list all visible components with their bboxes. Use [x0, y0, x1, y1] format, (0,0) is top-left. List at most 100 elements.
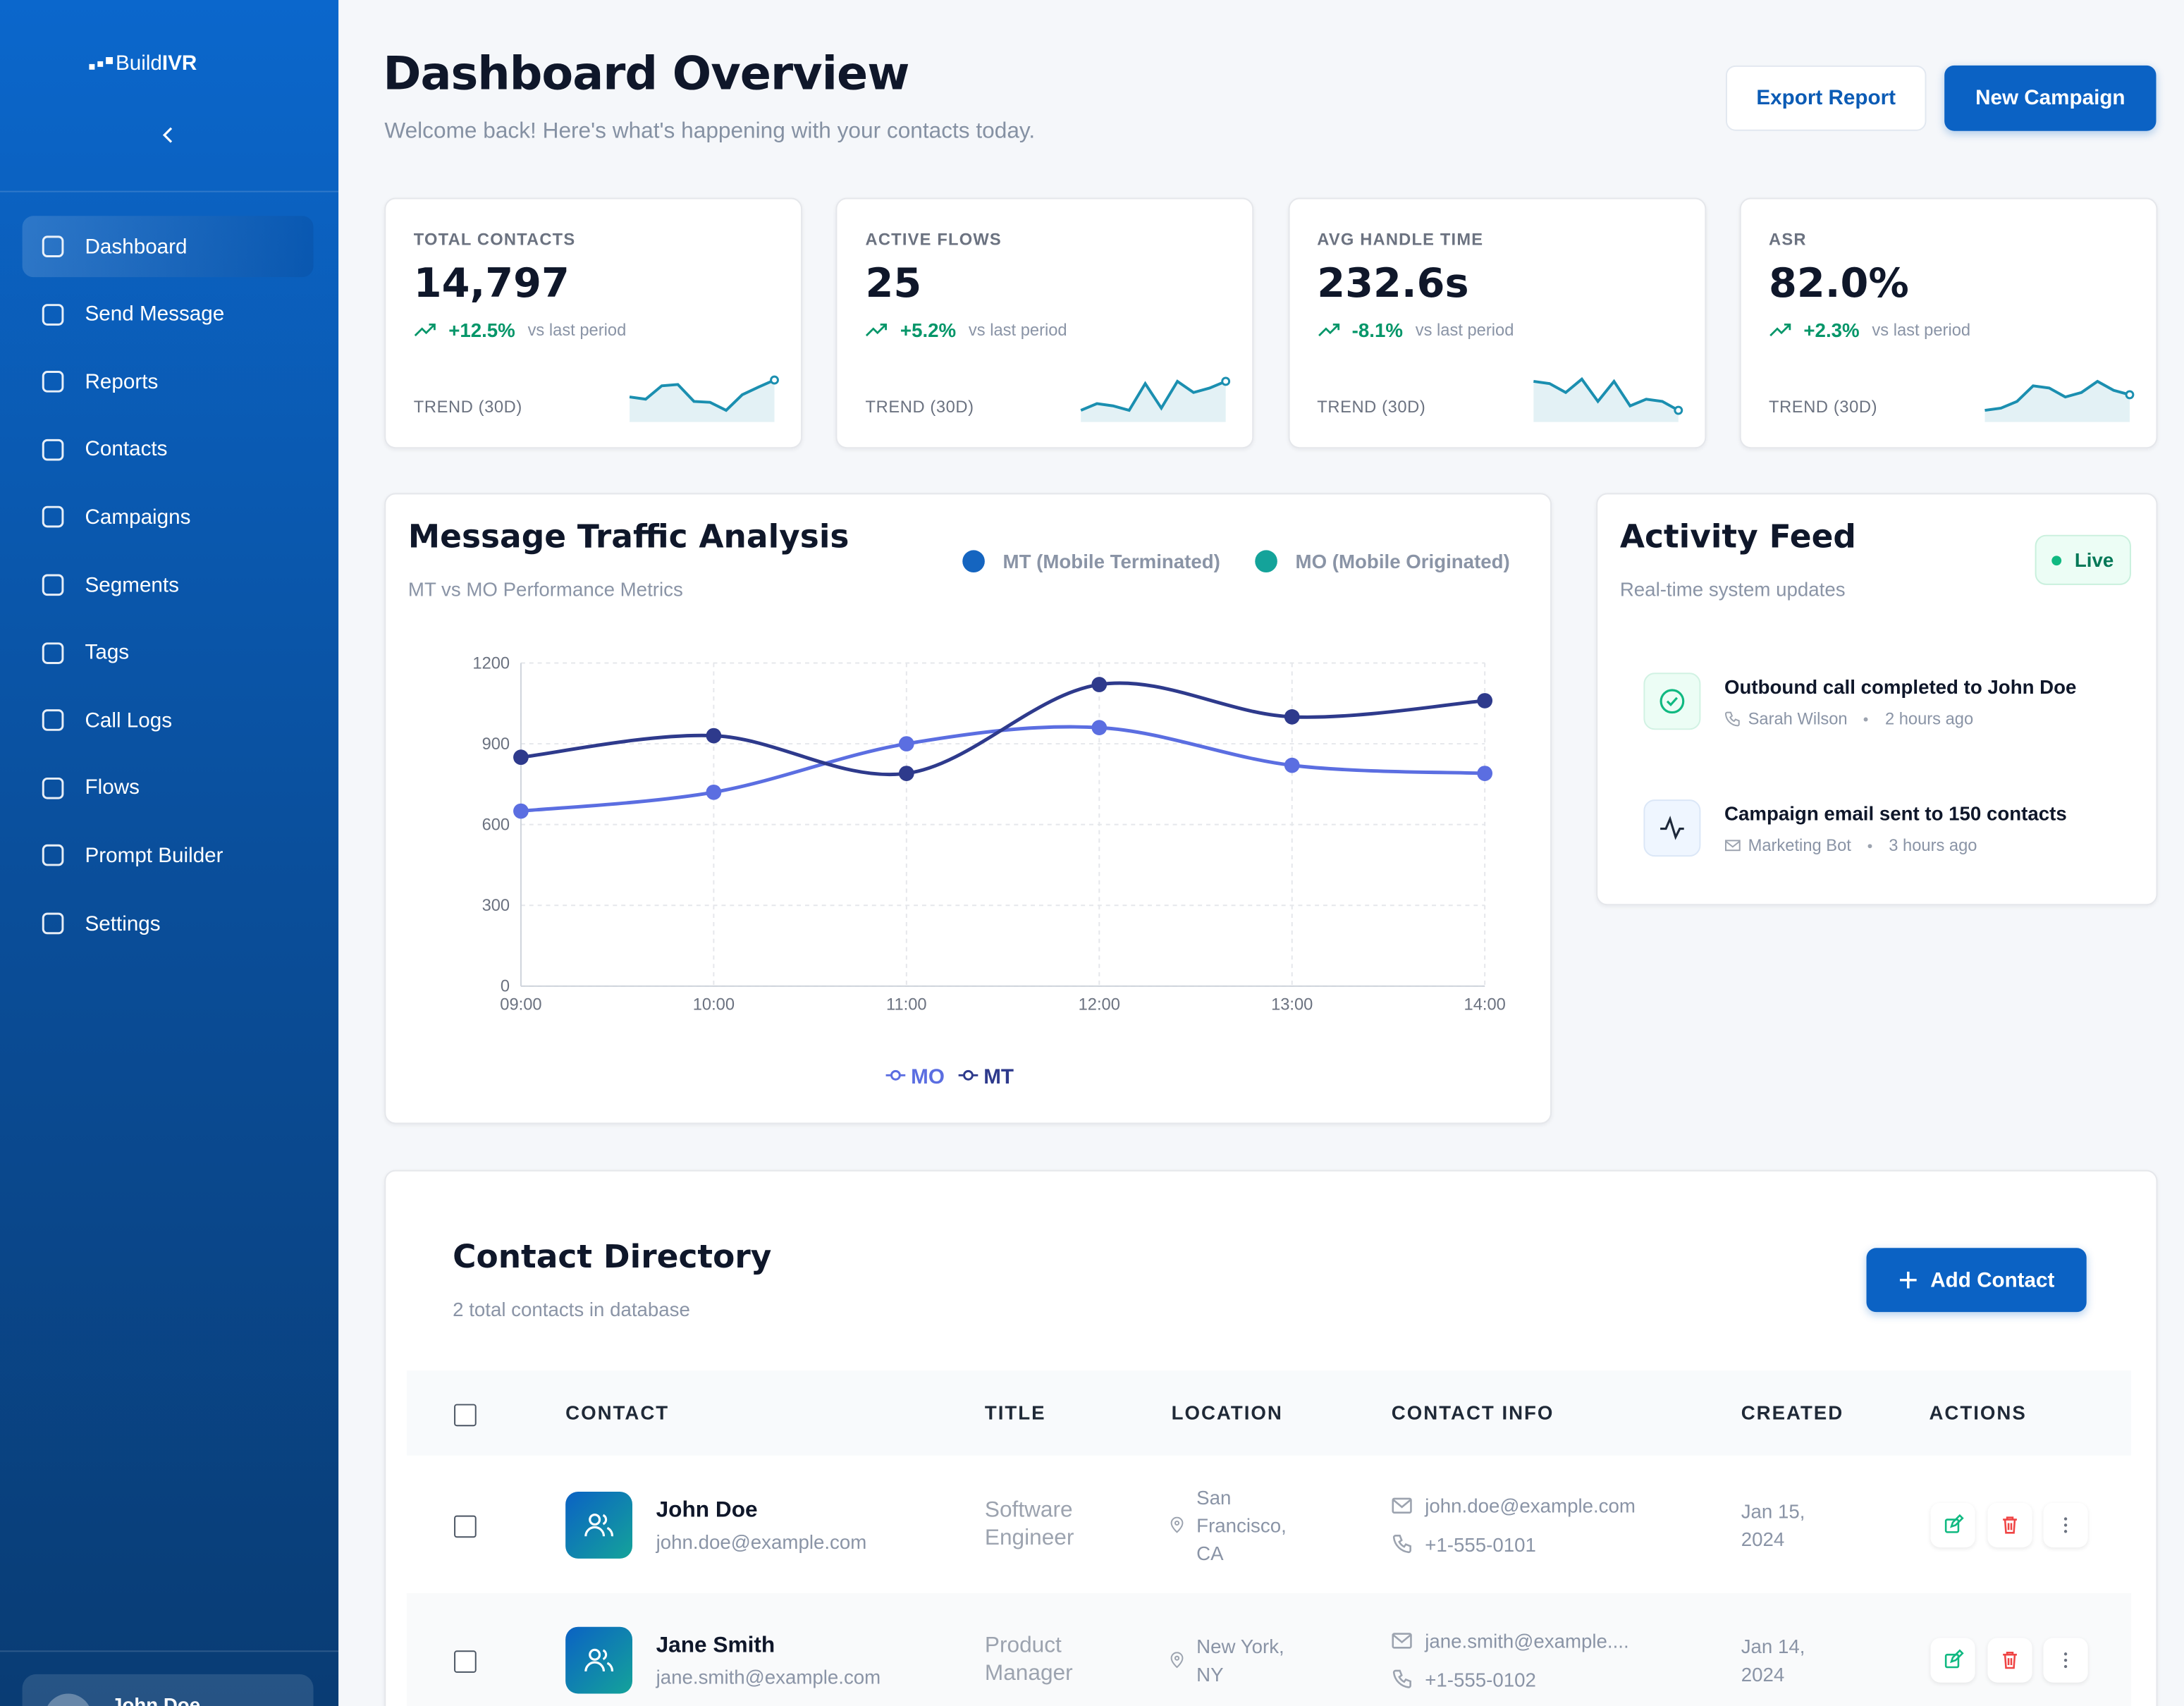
- edit-button[interactable]: [1930, 1638, 1975, 1683]
- series-point: [1091, 720, 1108, 736]
- contact-name: Jane Smith: [656, 1633, 775, 1658]
- check-icon: [1660, 689, 1685, 714]
- mail-icon: [1392, 1497, 1412, 1514]
- email-text: jane.smith@example....: [1425, 1629, 1629, 1652]
- nav-icon: [42, 777, 64, 799]
- more-button[interactable]: [2043, 1638, 2088, 1683]
- stat-change: -8.1%: [1351, 319, 1403, 342]
- nav-icon: [42, 371, 64, 393]
- nav-item[interactable]: Campaigns: [23, 486, 314, 548]
- activity-icon: [1643, 673, 1701, 730]
- live-label: Live: [2074, 548, 2114, 572]
- export-button[interactable]: Export Report: [1725, 65, 1927, 131]
- delete-button[interactable]: [1987, 1502, 2032, 1548]
- series-line: [520, 725, 1485, 814]
- x-tick-label: 09:00: [500, 995, 541, 1014]
- column-header: ACTIONS: [1929, 1401, 2027, 1424]
- stat-change-row: +2.3% vs last period: [1769, 319, 1970, 341]
- nav-icon: [42, 709, 64, 732]
- nav-item[interactable]: Flows: [23, 757, 314, 818]
- series-point: [513, 749, 529, 766]
- stat-card: TOTAL CONTACTS 14,797 +12.5% vs last period…: [384, 197, 803, 449]
- contacts-title: Contact Directory: [453, 1239, 772, 1276]
- page-subtitle: Welcome back! Here's what's happening wi…: [384, 119, 1036, 144]
- separator-dot: [1867, 843, 1872, 848]
- trend-icon: [1318, 323, 1339, 337]
- contact-email: john.doe@example.com: [656, 1530, 867, 1553]
- live-badge: Live: [2035, 534, 2131, 585]
- stat-value: 82.0%: [1769, 259, 1909, 307]
- contact-title: Product Manager: [984, 1633, 1073, 1686]
- activity-meta: Marketing Bot 3 hours ago: [1724, 835, 1977, 855]
- trend-label: TREND (30D): [413, 397, 522, 417]
- series-point: [513, 803, 529, 819]
- nav-label: Settings: [85, 912, 161, 935]
- nav-item[interactable]: Tags: [23, 622, 314, 683]
- phone-icon: [1724, 711, 1740, 727]
- stat-label: ASR: [1769, 230, 1807, 250]
- users-icon: [584, 1514, 613, 1537]
- activity-text: Campaign email sent to 150 contacts: [1724, 802, 2067, 825]
- users-icon: [584, 1648, 613, 1672]
- add-contact-label: Add Contact: [1930, 1268, 2055, 1292]
- trend-label: TREND (30D): [1769, 397, 1878, 417]
- delete-button-icon: [2002, 1651, 2016, 1669]
- pin-icon: [1170, 1652, 1184, 1669]
- stat-card: ACTIVE FLOWS 25 +5.2% vs last period TREND (…: [836, 197, 1254, 449]
- y-tick-label: 600: [482, 816, 510, 835]
- contact-info-phone: +1-555-0101: [1392, 1533, 1536, 1556]
- stat-value: 25: [865, 259, 922, 307]
- delete-button-icon: [2002, 1516, 2016, 1534]
- stat-change: +2.3%: [1803, 319, 1860, 342]
- table-header: [406, 1370, 2131, 1456]
- more-button-icon: [2063, 1652, 2068, 1669]
- nav-item[interactable]: Send Message: [23, 283, 314, 345]
- row-checkbox[interactable]: [454, 1515, 477, 1538]
- activity-subtitle: Real-time system updates: [1619, 577, 1846, 601]
- edit-button-icon: [1944, 1514, 1964, 1533]
- phone-text: +1-555-0101: [1425, 1533, 1536, 1556]
- x-tick-label: 14:00: [1464, 995, 1506, 1014]
- nav-label: Flows: [85, 776, 140, 800]
- logo-suffix: IVR: [161, 51, 197, 75]
- user-card[interactable]: John Doe: [22, 1674, 314, 1706]
- more-button[interactable]: [2043, 1502, 2088, 1548]
- chart: 0 300 600 900 1200 09:00 10:00 11:00 12:00 13:00 1…: [472, 550, 1510, 1088]
- activity-time: 3 hours ago: [1889, 835, 1977, 856]
- sparkline-area: [630, 380, 775, 422]
- nav-item[interactable]: Segments: [23, 554, 314, 615]
- nav-icon: [42, 912, 64, 935]
- legend-marker: [890, 1069, 901, 1081]
- sparkline-area: [1984, 381, 2130, 422]
- nav-item[interactable]: Dashboard: [22, 216, 314, 278]
- stat-change-row: -8.1% vs last period: [1317, 319, 1514, 341]
- nav-item[interactable]: Reports: [23, 351, 314, 412]
- sparkline-area: [1081, 381, 1227, 422]
- new-campaign-button[interactable]: New Campaign: [1944, 65, 2157, 131]
- nav-icon: [42, 642, 64, 664]
- nav-icon: [42, 438, 64, 461]
- nav-item[interactable]: Prompt Builder: [23, 825, 314, 886]
- legend-marker: [963, 1069, 974, 1081]
- row-checkbox[interactable]: [454, 1650, 477, 1673]
- collapse-button[interactable]: [159, 125, 178, 145]
- delete-button[interactable]: [1987, 1638, 2032, 1683]
- activity-text: Outbound call completed to John Doe: [1724, 675, 2077, 698]
- nav-label: Tags: [85, 641, 130, 665]
- contact-info-phone: +1-555-0102: [1392, 1669, 1536, 1691]
- logo-mark: [89, 56, 114, 69]
- created-date: Jan 14, 2024: [1741, 1635, 1805, 1686]
- nav-item[interactable]: Settings: [23, 892, 314, 954]
- nav-item[interactable]: Call Logs: [23, 689, 314, 751]
- activity-icon: [1643, 799, 1701, 857]
- add-contact-button[interactable]: Add Contact: [1866, 1248, 2087, 1313]
- select-all-checkbox[interactable]: [454, 1404, 477, 1427]
- edit-button-icon: [1944, 1649, 1964, 1669]
- logo-prefix: Build: [115, 51, 162, 75]
- nav-item[interactable]: Contacts: [23, 419, 314, 480]
- edit-button[interactable]: [1930, 1502, 1975, 1548]
- logo[interactable]: Build IVR: [87, 51, 197, 75]
- sparkline: [1533, 376, 1683, 422]
- series-point: [1284, 757, 1300, 773]
